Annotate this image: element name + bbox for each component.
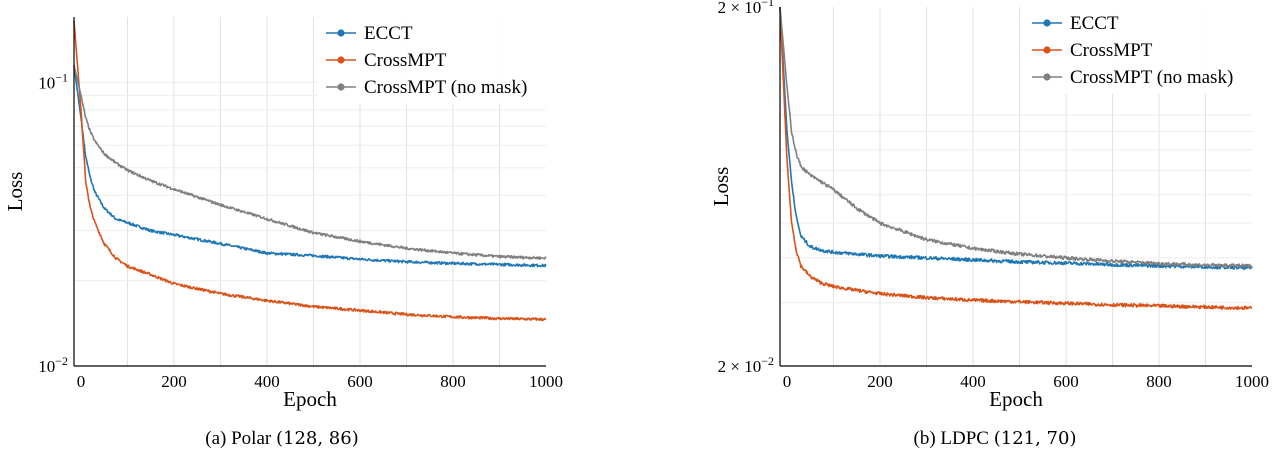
x-tick-label: 400 xyxy=(254,372,280,391)
x-tick-label: 0 xyxy=(77,372,86,391)
x-tick-label: 200 xyxy=(867,372,893,391)
x-tick-label: 0 xyxy=(783,372,792,391)
x-tick-label: 600 xyxy=(347,372,373,391)
y-tick-label: 2 × 10−1 xyxy=(718,0,774,17)
series-line-crossmpt-no-mask xyxy=(73,64,547,260)
series-line-crossmpt xyxy=(779,6,1253,311)
legend-label: ECCT xyxy=(364,23,413,44)
x-tick-label: 1000 xyxy=(1235,372,1269,391)
y-axis-label: Loss xyxy=(3,172,27,212)
legend-label: CrossMPT (no mask) xyxy=(364,77,527,98)
x-axis-label: Epoch xyxy=(283,387,337,411)
legend-label: CrossMPT xyxy=(364,50,447,71)
x-axis-label: Epoch xyxy=(989,387,1043,411)
legend-marker xyxy=(337,56,345,64)
legend-label: CrossMPT xyxy=(1070,40,1153,61)
legend-marker xyxy=(337,83,345,91)
y-tick-label: 10−1 xyxy=(38,70,68,92)
x-tick-label: 600 xyxy=(1053,372,1079,391)
legend-label: ECCT xyxy=(1070,13,1119,34)
x-tick-label: 200 xyxy=(161,372,187,391)
y-tick-label: 2 × 10−2 xyxy=(718,354,774,376)
legend-marker xyxy=(337,29,345,37)
chart-polar: 0 200 400 600 800 1000 10−1 10−2 Epoch Loss ECCT Cr… xyxy=(3,16,563,449)
x-tick-label: 800 xyxy=(1146,372,1172,391)
figure-caption: (a) Polar (128, 86) xyxy=(205,428,358,449)
y-axis-label: Loss xyxy=(709,167,733,207)
x-tick-label: 800 xyxy=(440,372,466,391)
figure-caption: (b) LDPC (121, 70) xyxy=(914,428,1077,449)
legend-label: CrossMPT (no mask) xyxy=(1070,67,1233,88)
x-tick-label: 400 xyxy=(960,372,986,391)
x-tick-label: 1000 xyxy=(529,372,563,391)
legend-marker xyxy=(1043,73,1051,81)
series-line-ecct xyxy=(73,65,547,268)
series-line-crossmpt-no-mask xyxy=(779,6,1253,269)
legend-marker xyxy=(1043,19,1051,27)
legend-marker xyxy=(1043,46,1051,54)
series-line-crossmpt xyxy=(73,20,547,322)
chart-ldpc: 0 200 400 600 800 1000 2 × 10−1 2 × 10−2 Epoch Lo… xyxy=(709,0,1269,449)
y-tick-label: 10−2 xyxy=(38,354,68,376)
